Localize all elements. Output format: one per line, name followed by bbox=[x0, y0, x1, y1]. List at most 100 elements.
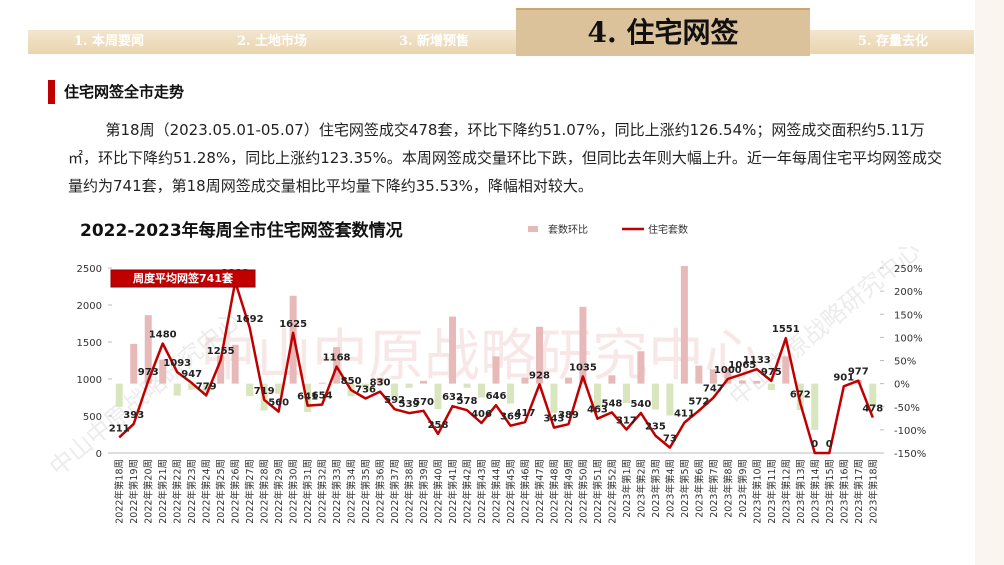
x-tick-label: 2022年第32周 bbox=[317, 459, 329, 524]
data-label: 258 bbox=[428, 420, 449, 431]
data-label: 235 bbox=[645, 422, 666, 433]
x-tick-label: 2022年第22周 bbox=[172, 459, 184, 524]
tab[interactable]: 1. 本周要闻 bbox=[73, 34, 145, 49]
y2-tick-label: -100% bbox=[894, 426, 926, 437]
data-label: 1133 bbox=[743, 355, 771, 366]
bar bbox=[202, 383, 210, 392]
x-tick-label: 2022年第33周 bbox=[331, 459, 343, 524]
bar bbox=[767, 383, 775, 391]
data-label: 570 bbox=[413, 397, 434, 408]
bar bbox=[535, 326, 543, 384]
data-label: 632 bbox=[442, 392, 463, 403]
y2-tick-label: 150% bbox=[894, 310, 923, 321]
x-tick-label: 2022年第48周 bbox=[548, 459, 560, 524]
x-tick-label: 2023年第14周 bbox=[809, 459, 821, 524]
x-tick-label: 2022年第43周 bbox=[476, 459, 488, 524]
data-label: 548 bbox=[601, 398, 622, 409]
section-title: 住宅网签全市走势 bbox=[64, 83, 185, 101]
x-tick-label: 2022年第49周 bbox=[563, 459, 575, 524]
x-tick-label: 2022年第39周 bbox=[418, 459, 430, 524]
data-label: 1035 bbox=[569, 362, 597, 373]
bar bbox=[622, 383, 630, 404]
bar bbox=[405, 383, 413, 388]
x-tick-label: 2022年第38周 bbox=[404, 459, 416, 524]
data-label: 478 bbox=[862, 404, 883, 415]
section-marker bbox=[48, 80, 55, 104]
bar bbox=[159, 359, 167, 384]
line bbox=[118, 280, 874, 455]
x-tick-label: 2022年第42周 bbox=[462, 459, 474, 524]
bar bbox=[217, 355, 225, 384]
data-label: 1168 bbox=[323, 353, 351, 364]
bar bbox=[246, 383, 254, 397]
bar bbox=[173, 383, 181, 396]
x-tick-label: 2023年第13周 bbox=[795, 459, 807, 524]
data-label: 343 bbox=[544, 414, 565, 425]
bar bbox=[637, 351, 645, 384]
bar bbox=[550, 383, 558, 413]
x-tick-label: 2023年第18周 bbox=[867, 459, 879, 524]
tab[interactable]: 5. 存量去化 bbox=[857, 34, 929, 49]
bar bbox=[521, 377, 529, 384]
data-label: 539 bbox=[399, 399, 420, 410]
data-label: 928 bbox=[529, 370, 550, 381]
x-tick-label: 2022年第23周 bbox=[186, 459, 198, 524]
y2-tick-label: 250% bbox=[894, 264, 923, 275]
x-tick-label: 2022年第50周 bbox=[577, 459, 589, 524]
bar bbox=[680, 266, 688, 384]
annotation: 周度平均网签741套 bbox=[133, 271, 234, 285]
side-band bbox=[975, 0, 1004, 565]
bar bbox=[231, 344, 239, 384]
x-tick-label: 2022年第47周 bbox=[534, 459, 546, 524]
x-tick-label: 2023年第16周 bbox=[838, 459, 850, 524]
y-tick-label: 1500 bbox=[77, 338, 102, 349]
plot-area bbox=[115, 266, 877, 430]
bar bbox=[376, 377, 384, 384]
data-label: 406 bbox=[471, 409, 492, 420]
bar bbox=[564, 377, 572, 384]
x-tick-label: 2023年第7周 bbox=[708, 459, 720, 518]
tab[interactable]: 3. 新增预售 bbox=[398, 34, 470, 49]
data-label: 317 bbox=[616, 416, 637, 427]
x-tick-label: 2023年第5周 bbox=[679, 459, 691, 518]
tab[interactable]: 2. 土地市场 bbox=[236, 34, 308, 49]
data-label: 560 bbox=[268, 398, 289, 409]
x-tick-label: 2023年第8周 bbox=[722, 459, 734, 518]
data-label: 646 bbox=[486, 391, 507, 402]
x-tick-label: 2023年第9周 bbox=[737, 459, 749, 518]
data-label: 1625 bbox=[279, 319, 307, 330]
x-tick-label: 2022年第46周 bbox=[519, 459, 531, 524]
y2-tick-label: -150% bbox=[894, 449, 926, 460]
bar bbox=[753, 380, 761, 384]
data-label: 719 bbox=[254, 386, 275, 397]
x-tick-label: 2022年第45周 bbox=[505, 459, 517, 524]
data-label: 1000 bbox=[714, 365, 742, 376]
x-tick-label: 2022年第24周 bbox=[201, 459, 213, 524]
x-tick-label: 2022年第19周 bbox=[128, 459, 140, 524]
paragraph: 第18周（2023.05.01-05.07）住宅网签成交478套，环比下降约51… bbox=[68, 121, 942, 195]
data-label: 592 bbox=[384, 395, 405, 406]
x-tick-label: 2022年第41周 bbox=[447, 459, 459, 524]
data-label: 1551 bbox=[772, 324, 800, 335]
data-label: 973 bbox=[138, 367, 159, 378]
data-label: 1692 bbox=[236, 314, 264, 325]
data-label: 947 bbox=[181, 369, 202, 380]
y2-tick-label: 200% bbox=[894, 287, 923, 298]
y2-tick-label: 100% bbox=[894, 333, 923, 344]
tab-active[interactable]: 4. 住宅网签 bbox=[516, 8, 810, 56]
bar bbox=[449, 316, 457, 384]
x-tick-label: 2022年第44周 bbox=[491, 459, 503, 524]
data-label: 389 bbox=[558, 410, 579, 421]
y-tick-label: 2000 bbox=[77, 301, 102, 312]
x-tick-label: 2022年第31周 bbox=[302, 459, 314, 524]
x-tick-label: 2022年第18周 bbox=[114, 459, 126, 524]
data-label: 1480 bbox=[149, 329, 177, 340]
data-label: 463 bbox=[587, 405, 608, 416]
data-label: 540 bbox=[630, 399, 651, 410]
bar bbox=[608, 375, 616, 384]
bar bbox=[666, 383, 674, 416]
data-label: 417 bbox=[515, 408, 536, 419]
legend-label: 套数环比 bbox=[548, 223, 588, 236]
